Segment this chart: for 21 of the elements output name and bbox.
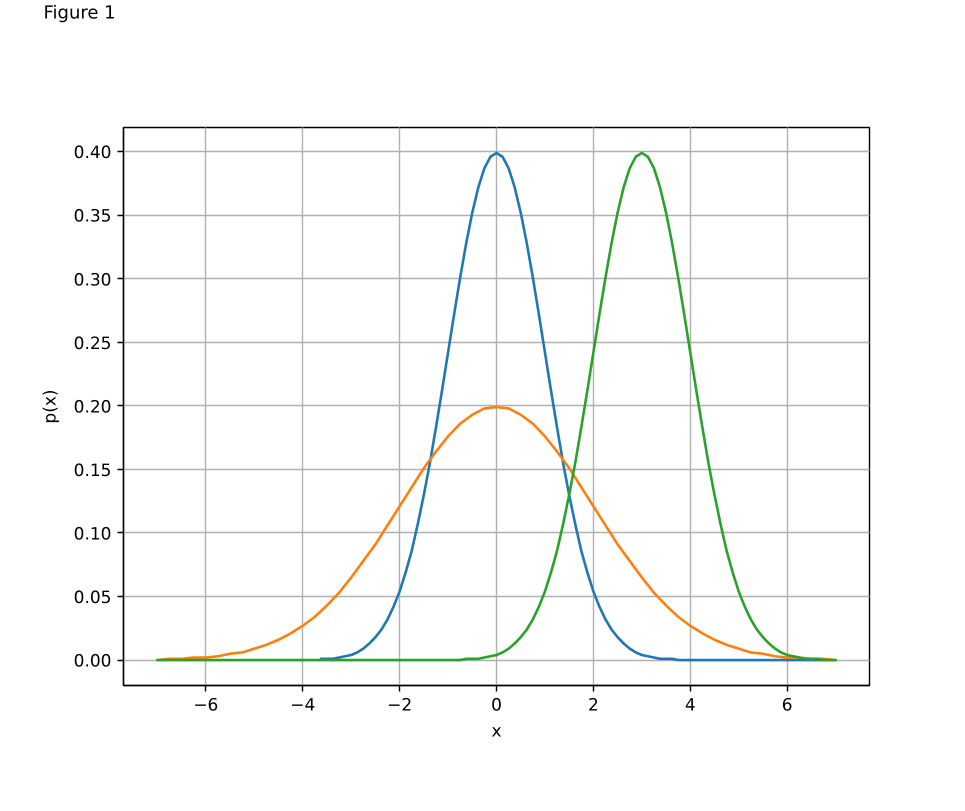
y-tick-label: 0.00: [74, 652, 112, 672]
x-tick-label: 6: [782, 696, 793, 716]
x-tick-label: −6: [193, 696, 218, 716]
x-tick-label: 2: [588, 696, 599, 716]
caption: Figure 1: [44, 2, 116, 24]
line-series: [156, 152, 837, 662]
x-tick-label: 4: [684, 696, 696, 716]
x-tick-label: 0: [491, 696, 502, 716]
y-axis-title: p(x): [40, 389, 61, 424]
y-tick-label: 0.10: [74, 524, 112, 544]
y-tick-label: 0.05: [74, 588, 112, 608]
line-series: [156, 406, 837, 662]
x-tick-label: −4: [290, 696, 316, 716]
y-tick-label: 0.40: [74, 143, 112, 164]
y-tick-label: 0.15: [74, 460, 112, 481]
y-tick-label: 0.30: [74, 270, 112, 290]
y-tick-label: 0.35: [74, 206, 112, 227]
y-tick-label: 0.20: [74, 397, 112, 418]
x-axis-title: x: [491, 722, 502, 742]
y-tick-label: 0.25: [74, 334, 112, 354]
x-tick-label: −2: [387, 696, 412, 716]
